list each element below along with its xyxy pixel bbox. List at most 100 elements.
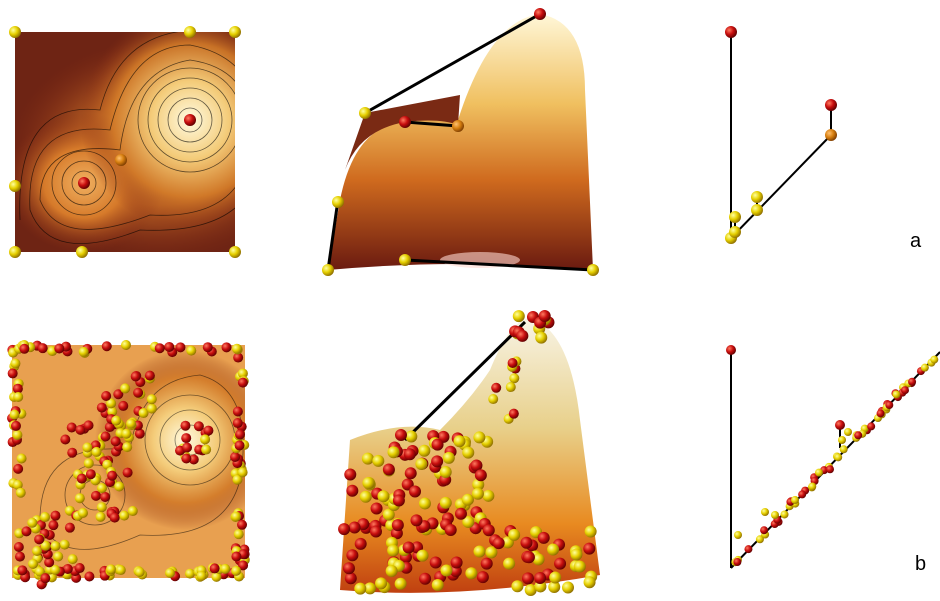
critical-point bbox=[9, 409, 20, 420]
critical-point bbox=[410, 514, 423, 527]
critical-point bbox=[234, 440, 245, 451]
critical-point bbox=[77, 507, 88, 518]
critical-point bbox=[113, 389, 124, 400]
critical-point bbox=[402, 541, 415, 554]
critical-point bbox=[10, 358, 21, 369]
critical-point bbox=[725, 26, 737, 38]
critical-point bbox=[12, 479, 23, 490]
critical-point bbox=[235, 429, 246, 440]
critical-point bbox=[122, 442, 133, 453]
critical-point bbox=[75, 424, 86, 435]
critical-point bbox=[82, 442, 93, 453]
critical-point bbox=[134, 428, 145, 439]
critical-point bbox=[584, 525, 597, 538]
critical-point bbox=[83, 458, 94, 469]
critical-point bbox=[387, 446, 400, 459]
critical-point bbox=[10, 420, 21, 431]
critical-point bbox=[492, 537, 505, 550]
critical-point bbox=[100, 431, 111, 442]
critical-point bbox=[95, 511, 106, 522]
critical-point bbox=[439, 466, 452, 479]
critical-point bbox=[442, 451, 455, 464]
critical-point bbox=[348, 521, 361, 534]
critical-point bbox=[34, 534, 45, 545]
critical-point bbox=[13, 463, 24, 474]
critical-point bbox=[231, 551, 242, 562]
critical-point bbox=[900, 386, 909, 395]
critical-point bbox=[751, 191, 763, 203]
critical-point bbox=[418, 444, 431, 457]
critical-point bbox=[111, 415, 122, 426]
critical-point bbox=[844, 428, 852, 436]
critical-point bbox=[220, 563, 231, 574]
critical-point bbox=[67, 554, 78, 565]
critical-point bbox=[876, 409, 885, 418]
critical-point bbox=[203, 425, 214, 436]
critical-point bbox=[338, 523, 351, 536]
critical-point bbox=[473, 431, 486, 444]
critical-point bbox=[165, 568, 176, 579]
critical-point bbox=[346, 484, 359, 497]
critical-point bbox=[375, 577, 388, 590]
critical-point bbox=[538, 309, 551, 322]
critical-point bbox=[454, 507, 467, 520]
critical-point bbox=[9, 26, 21, 38]
critical-point bbox=[733, 557, 742, 566]
critical-point bbox=[520, 536, 533, 549]
critical-point bbox=[362, 477, 375, 490]
critical-point bbox=[473, 545, 486, 558]
critical-point bbox=[209, 563, 220, 574]
critical-point bbox=[885, 401, 894, 410]
critical-point bbox=[118, 400, 129, 411]
critical-point bbox=[453, 435, 466, 448]
critical-point bbox=[91, 446, 102, 457]
critical-point bbox=[808, 482, 817, 491]
panel-label: b bbox=[915, 553, 926, 575]
critical-point bbox=[91, 490, 102, 501]
critical-point bbox=[908, 377, 917, 386]
critical-point bbox=[537, 531, 550, 544]
critical-point bbox=[392, 494, 405, 507]
critical-point bbox=[121, 428, 132, 439]
critical-point bbox=[798, 490, 807, 499]
critical-point bbox=[534, 571, 547, 584]
critical-point bbox=[40, 512, 51, 523]
critical-point bbox=[839, 445, 848, 454]
critical-point bbox=[21, 526, 32, 537]
critical-point bbox=[83, 420, 94, 431]
critical-point bbox=[835, 420, 845, 430]
critical-point bbox=[867, 422, 876, 431]
critical-point bbox=[399, 254, 411, 266]
critical-point bbox=[9, 180, 21, 192]
critical-point bbox=[503, 557, 516, 570]
critical-point bbox=[233, 352, 244, 363]
critical-point bbox=[9, 246, 21, 258]
critical-point bbox=[930, 355, 939, 364]
critical-point bbox=[480, 557, 493, 570]
critical-point bbox=[429, 556, 442, 569]
critical-point bbox=[838, 436, 846, 444]
critical-point bbox=[106, 398, 117, 409]
critical-point bbox=[587, 264, 599, 276]
critical-point bbox=[15, 487, 26, 498]
critical-point bbox=[364, 582, 377, 595]
critical-point bbox=[181, 433, 192, 444]
critical-point bbox=[182, 442, 193, 453]
critical-point bbox=[342, 562, 355, 575]
critical-point bbox=[465, 567, 478, 580]
critical-point bbox=[344, 572, 357, 585]
critical-point bbox=[825, 129, 837, 141]
critical-point bbox=[403, 448, 416, 461]
critical-point bbox=[230, 451, 241, 462]
critical-point bbox=[66, 422, 77, 433]
critical-point bbox=[232, 418, 243, 429]
critical-point bbox=[114, 481, 125, 492]
critical-point bbox=[237, 519, 248, 530]
critical-point bbox=[450, 556, 463, 569]
panel-label: a bbox=[910, 230, 922, 252]
critical-point bbox=[13, 391, 24, 402]
critical-point bbox=[508, 528, 521, 541]
critical-point bbox=[232, 474, 243, 485]
critical-point bbox=[193, 421, 204, 432]
critical-point bbox=[100, 491, 111, 502]
